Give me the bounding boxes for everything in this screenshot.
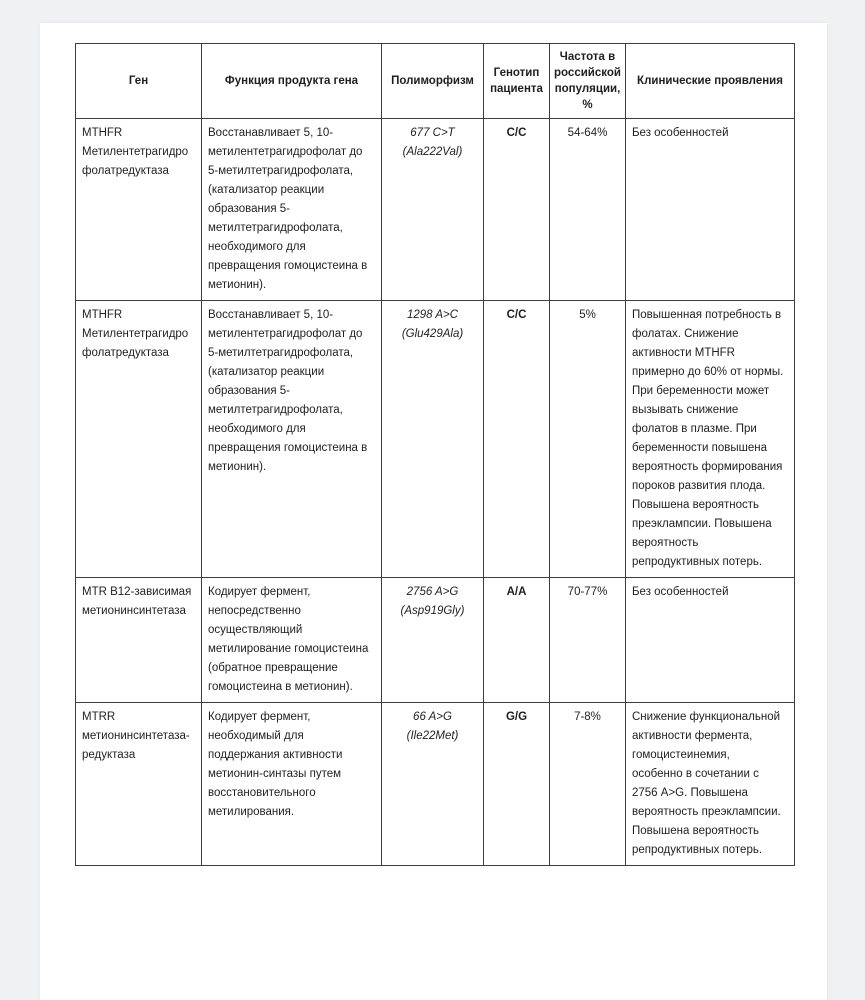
gene-cell: MTHFR Метилентетрагидро фолатредуктаза bbox=[75, 300, 202, 578]
table-row: MTHFR Метилентетрагидро фолатредуктаза В… bbox=[75, 300, 795, 578]
gene-cell: MTHFR Метилентетрагидро фолатредуктаза bbox=[75, 118, 202, 301]
column-header-polymorphism: Полиморфизм bbox=[381, 43, 484, 119]
polymorphism-cell: 2756 A>G (Asp919Gly) bbox=[381, 577, 484, 703]
polymorphism-cell: 1298 A>C (Glu429Ala) bbox=[381, 300, 484, 578]
genotype-cell: G/G bbox=[483, 702, 550, 866]
table-row: MTR B12-зависимая метионинсинтетаза Коди… bbox=[75, 577, 795, 703]
column-header-function: Функция продукта гена bbox=[201, 43, 382, 119]
clinical-cell: Повышенная потребность в фолатах. Снижен… bbox=[625, 300, 795, 578]
table-header-row: Ген Функция продукта гена Полиморфизм Ге… bbox=[75, 43, 795, 119]
polymorphism-cell: 66 A>G (Ile22Met) bbox=[381, 702, 484, 866]
clinical-cell: Без особенностей bbox=[625, 118, 795, 301]
genotype-cell: C/C bbox=[483, 300, 550, 578]
frequency-cell: 54-64% bbox=[549, 118, 626, 301]
frequency-cell: 70-77% bbox=[549, 577, 626, 703]
genetics-report-table: Ген Функция продукта гена Полиморфизм Ге… bbox=[75, 43, 795, 866]
clinical-cell: Снижение функциональной активности ферме… bbox=[625, 702, 795, 866]
column-header-frequency: Частота в российской популяции, % bbox=[549, 43, 626, 119]
table-row: MTHFR Метилентетрагидро фолатредуктаза В… bbox=[75, 118, 795, 301]
frequency-cell: 5% bbox=[549, 300, 626, 578]
function-cell: Кодирует фермент, непосредственно осущес… bbox=[201, 577, 382, 703]
frequency-cell: 7-8% bbox=[549, 702, 626, 866]
function-cell: Кодирует фермент, необходимый для поддер… bbox=[201, 702, 382, 866]
gene-cell: MTRR метионинсинтетаза- редуктаза bbox=[75, 702, 202, 866]
column-header-gene: Ген bbox=[75, 43, 202, 119]
genotype-cell: C/C bbox=[483, 118, 550, 301]
document-page: Ген Функция продукта гена Полиморфизм Ге… bbox=[40, 23, 827, 1000]
gene-cell: MTR B12-зависимая метионинсинтетаза bbox=[75, 577, 202, 703]
clinical-cell: Без особенностей bbox=[625, 577, 795, 703]
column-header-clinical: Клинические проявления bbox=[625, 43, 795, 119]
polymorphism-cell: 677 C>T (Ala222Val) bbox=[381, 118, 484, 301]
column-header-genotype: Генотип пациента bbox=[483, 43, 550, 119]
genotype-cell: A/A bbox=[483, 577, 550, 703]
table-row: MTRR метионинсинтетаза- редуктаза Кодиру… bbox=[75, 702, 795, 866]
function-cell: Восстанавливает 5, 10- метилентетрагидро… bbox=[201, 300, 382, 578]
function-cell: Восстанавливает 5, 10- метилентетрагидро… bbox=[201, 118, 382, 301]
